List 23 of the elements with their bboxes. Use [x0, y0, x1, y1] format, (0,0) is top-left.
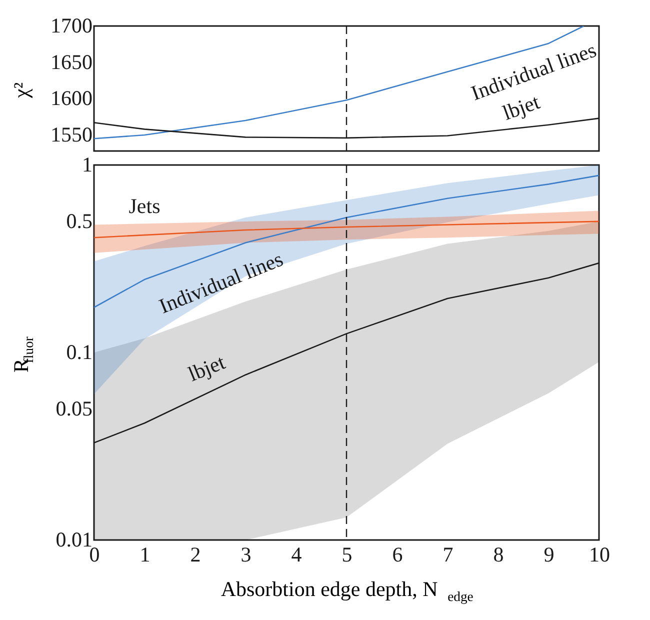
y-tick-label: 0.5 [66, 208, 92, 233]
y-tick-label: 0.05 [56, 396, 92, 420]
y-axis-title: Rfluor [9, 336, 36, 373]
x-tick-label: 7 [442, 542, 454, 566]
x-tick-label: 4 [291, 542, 302, 566]
x-tick-label: 5 [342, 542, 352, 566]
x-tick-label: 1 [140, 542, 150, 566]
y-tick-label: 1 [82, 152, 92, 176]
y-tick-label: 1700 [50, 14, 92, 38]
x-tick-label: 3 [240, 542, 252, 566]
y-tick-label: 1650 [50, 50, 92, 74]
x-tick-label: 2 [190, 542, 201, 566]
y-tick-label: 1600 [50, 86, 92, 110]
text: lbjet [184, 350, 229, 386]
y-axis-title: χ² [9, 82, 33, 99]
x-tick-label: 0 [89, 542, 100, 566]
x-tick-label: 10 [589, 542, 610, 566]
x-tick-label: 8 [493, 542, 504, 566]
y-tick-label: 0.1 [66, 340, 92, 364]
x-tick-label: 6 [392, 542, 403, 566]
x-tick-label: 9 [544, 542, 554, 566]
series-label: Jets [128, 194, 160, 218]
y-tick-label: 1550 [50, 122, 92, 147]
